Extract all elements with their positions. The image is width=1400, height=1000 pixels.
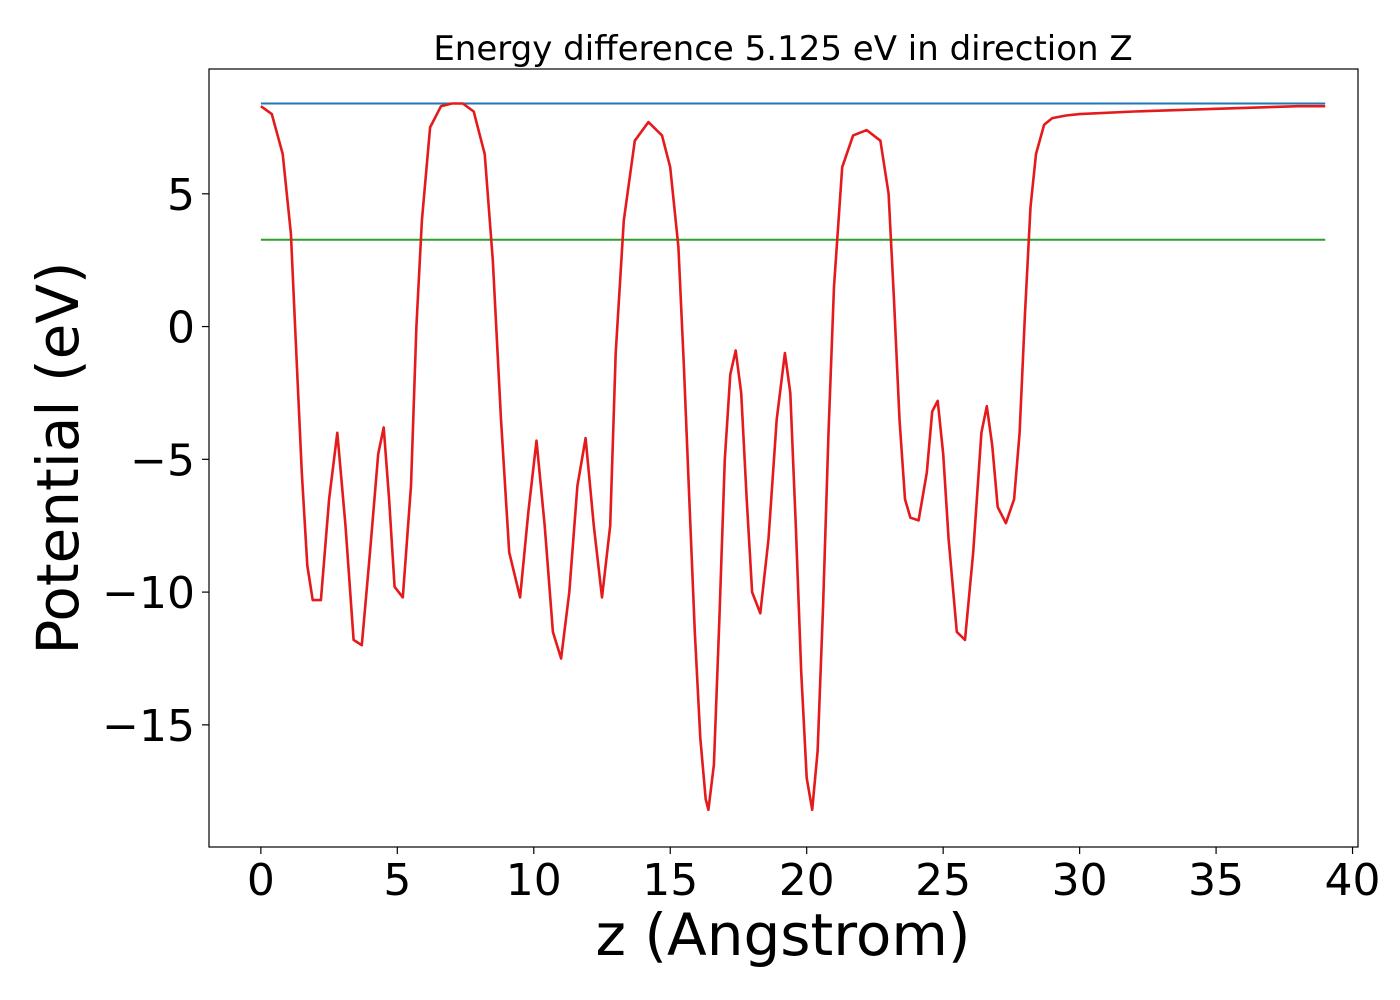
series-line-3 xyxy=(260,102,1326,812)
x-axis-ticks: 0 5 10 15 20 25 30 35 40 xyxy=(247,847,1381,906)
y-tick-label: −15 xyxy=(102,701,195,752)
x-axis-label: z (Angstrom) xyxy=(596,901,971,969)
chart-title: Energy difference 5.125 eV in direction … xyxy=(433,29,1132,69)
x-tick-label: 35 xyxy=(1188,855,1244,906)
plot-area-frame xyxy=(208,68,1359,848)
x-tick-label: 10 xyxy=(506,855,562,906)
y-tick-label: 5 xyxy=(167,170,195,221)
y-tick-label: 0 xyxy=(167,303,195,354)
x-tick-label: 30 xyxy=(1052,855,1108,906)
y-tick-label: −10 xyxy=(102,568,195,619)
series-layer xyxy=(260,102,1326,812)
x-tick-label: 40 xyxy=(1325,855,1381,906)
x-tick-label: 15 xyxy=(642,855,698,906)
x-tick-label: 20 xyxy=(779,855,835,906)
x-tick-label: 25 xyxy=(915,855,971,906)
y-axis-label: Potential (eV) xyxy=(24,261,92,654)
x-tick-label: 5 xyxy=(383,855,411,906)
y-tick-label: −5 xyxy=(130,435,195,486)
y-axis-ticks: −15 −10 −5 0 5 xyxy=(102,170,209,752)
x-tick-label: 0 xyxy=(247,855,275,906)
